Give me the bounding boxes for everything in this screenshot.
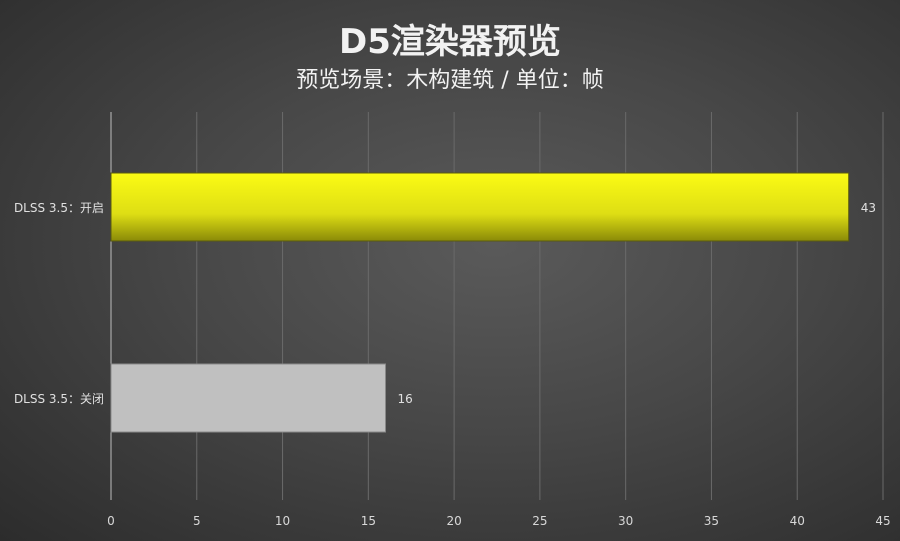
bar	[110, 172, 850, 242]
x-tick-label: 20	[446, 514, 461, 528]
x-tick-label: 5	[193, 514, 201, 528]
x-tick-label: 10	[275, 514, 290, 528]
bar	[110, 363, 386, 433]
x-tick-label: 45	[875, 514, 890, 528]
x-tick-label: 40	[790, 514, 805, 528]
x-tick-label: 0	[107, 514, 115, 528]
chart-subtitle: 预览场景：木构建筑 / 单位：帧	[296, 68, 604, 93]
x-tick-label: 15	[361, 514, 376, 528]
category-label: DLSS 3.5：关闭	[14, 392, 104, 406]
category-label: DLSS 3.5：开启	[14, 201, 104, 215]
x-tick-label: 25	[532, 514, 547, 528]
data-label: 16	[397, 392, 412, 406]
data-label: 43	[861, 201, 876, 215]
x-tick-label: 30	[618, 514, 633, 528]
x-tick-label: 35	[704, 514, 719, 528]
chart-title: D5渲染器预览	[339, 22, 561, 62]
